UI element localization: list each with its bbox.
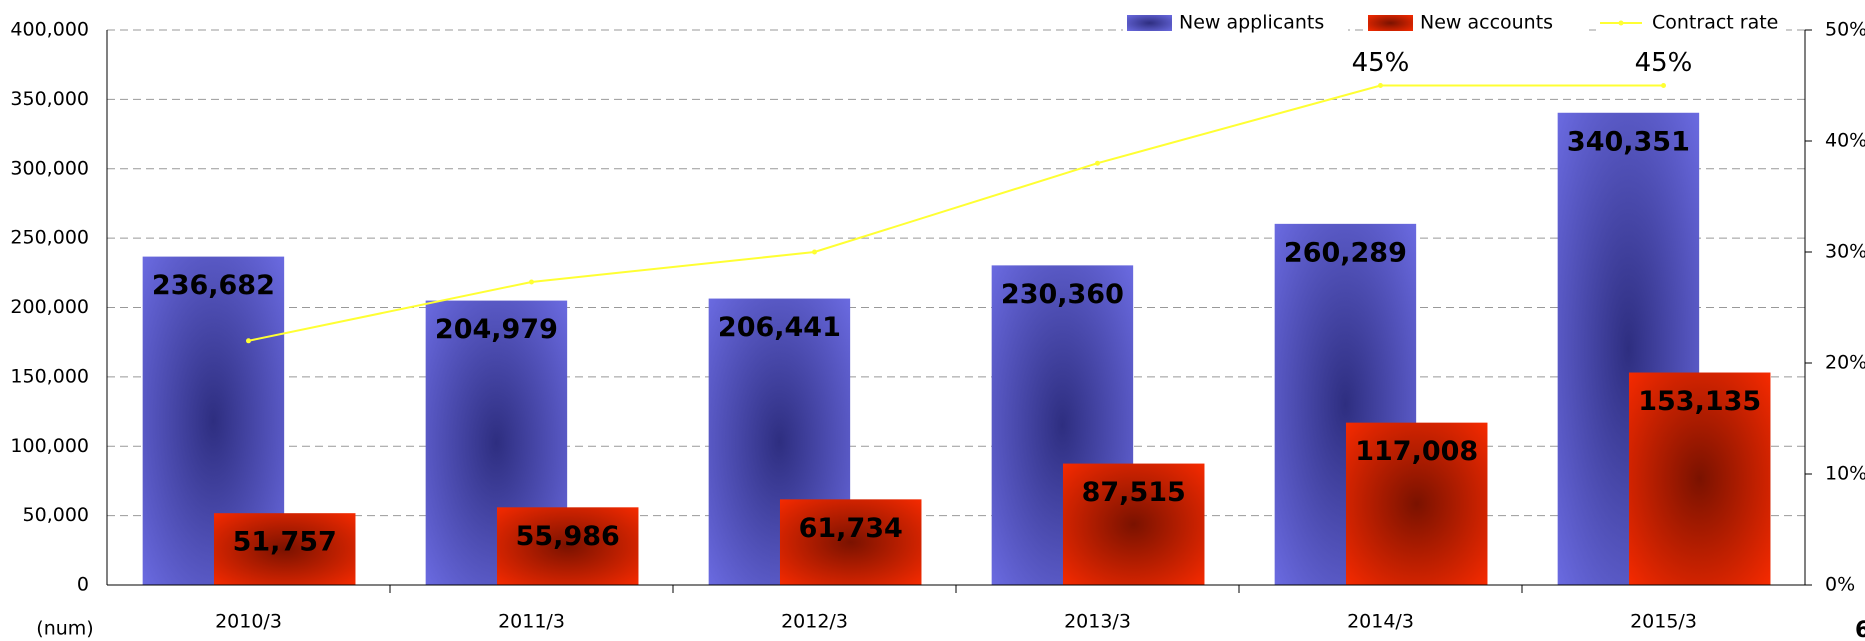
y-tick-label: 0 <box>77 574 89 596</box>
x-tick-label: 2012/3 <box>781 611 848 633</box>
marker <box>812 249 817 255</box>
legend-marker <box>1618 20 1624 26</box>
y-tick-label: 400,000 <box>10 19 89 41</box>
legend-swatch <box>1368 15 1413 31</box>
marker <box>529 279 534 285</box>
x-tick-label: 2010/3 <box>215 611 282 633</box>
legend-label: New applicants <box>1179 12 1324 34</box>
bar <box>1628 372 1771 585</box>
marker <box>1095 160 1100 166</box>
value-label: 230,360 <box>1001 279 1124 310</box>
value-label: 153,135 <box>1638 386 1761 417</box>
y2-tick-label: 30% <box>1825 241 1865 263</box>
y2-tick-label: 40% <box>1825 130 1865 152</box>
x-tick-label: 2011/3 <box>498 611 565 633</box>
rate-label: 45% <box>1352 48 1410 78</box>
x-tick-label: 2014/3 <box>1347 611 1414 633</box>
rate-label: 45% <box>1635 48 1693 78</box>
x-tick-label: 2015/3 <box>1630 611 1697 633</box>
value-label: 340,351 <box>1567 126 1690 157</box>
y-tick-label: 350,000 <box>10 88 89 110</box>
marker <box>246 338 251 344</box>
x-tick-label: 2013/3 <box>1064 611 1131 633</box>
y-tick-label: 50,000 <box>23 504 89 526</box>
y-tick-label: 100,000 <box>10 435 89 457</box>
y-axis-label: (num) <box>36 618 93 640</box>
bar <box>1345 422 1488 585</box>
value-label: 51,757 <box>233 527 337 558</box>
bar <box>213 513 356 585</box>
value-label: 206,441 <box>718 312 841 343</box>
page-number: 6 <box>1855 618 1865 641</box>
value-label: 55,986 <box>516 521 620 552</box>
line <box>248 84 1664 342</box>
y2-tick-label: 50% <box>1825 19 1865 41</box>
value-label: 117,008 <box>1355 436 1478 467</box>
y-tick-label: 250,000 <box>10 227 89 249</box>
y2-tick-label: 10% <box>1825 463 1865 485</box>
bar <box>496 507 639 585</box>
bar <box>1062 463 1205 585</box>
y-tick-label: 150,000 <box>10 365 89 387</box>
legend-label: Contract rate <box>1652 12 1778 34</box>
value-label: 61,734 <box>799 513 903 544</box>
value-label: 260,289 <box>1284 237 1407 268</box>
legend-label: New accounts <box>1420 12 1553 34</box>
y2-tick-label: 20% <box>1825 352 1865 374</box>
y-tick-label: 300,000 <box>10 157 89 179</box>
value-label: 236,682 <box>152 270 275 301</box>
y2-tick-label: 0% <box>1825 574 1855 596</box>
bar <box>779 499 922 585</box>
y-tick-label: 200,000 <box>10 296 89 318</box>
marker <box>1661 83 1666 88</box>
legend-swatch <box>1127 15 1172 31</box>
value-label: 87,515 <box>1082 477 1186 508</box>
value-label: 204,979 <box>435 314 558 345</box>
marker <box>1378 83 1383 88</box>
